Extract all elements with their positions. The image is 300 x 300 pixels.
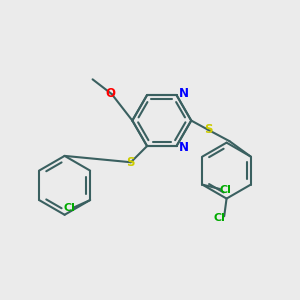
Text: Cl: Cl xyxy=(219,184,231,195)
Text: N: N xyxy=(179,87,189,100)
Text: S: S xyxy=(204,123,212,136)
Text: S: S xyxy=(126,156,134,169)
Text: N: N xyxy=(179,141,189,154)
Text: Cl: Cl xyxy=(63,203,75,213)
Text: Cl: Cl xyxy=(214,213,225,223)
Text: O: O xyxy=(105,87,115,100)
